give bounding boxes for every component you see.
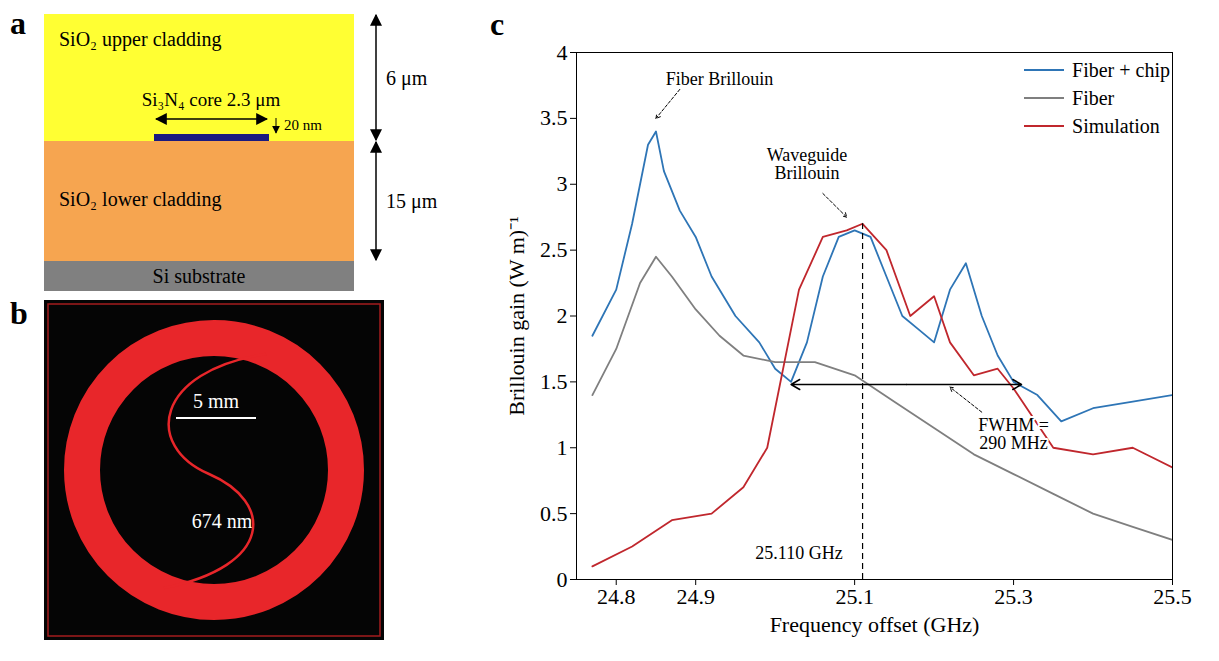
svg-text:Frequency offset (GHz): Frequency offset (GHz): [770, 612, 980, 637]
svg-text:SiO₂ upper cladding: SiO₂ upper cladding: [59, 28, 222, 51]
html-text:c: c: [490, 6, 505, 42]
svg-text:3: 3: [557, 171, 568, 196]
svg-text:0: 0: [557, 567, 568, 592]
html-text:Fiber + chip: Fiber + chip: [1072, 58, 1170, 81]
svg-text:25.3: 25.3: [994, 584, 1033, 609]
svg-text:24.8: 24.8: [597, 584, 636, 609]
svg-text:2: 2: [557, 303, 568, 328]
svg-text:1.5: 1.5: [540, 369, 568, 394]
svg-text:Si₃N₄ core 2.3 μm: Si₃N₄ core 2.3 μm: [142, 89, 281, 110]
html-text:Fiber: Fiber: [1072, 86, 1115, 109]
svg-text:WaveguideBrillouin: WaveguideBrillouin: [767, 145, 848, 183]
svg-text:0.5: 0.5: [540, 501, 568, 526]
svg-text:25.5: 25.5: [1153, 584, 1192, 609]
svg-text:25.1: 25.1: [835, 584, 874, 609]
svg-text:Fiber Brillouin: Fiber Brillouin: [666, 69, 774, 89]
svg-text:Brillouin gain (W m)⁻¹: Brillouin gain (W m)⁻¹: [504, 216, 529, 416]
svg-text:FWHM =290 MHz: FWHM =290 MHz: [978, 415, 1049, 453]
svg-text:25.110 GHz: 25.110 GHz: [755, 543, 842, 563]
svg-text:20 nm: 20 nm: [284, 117, 322, 133]
html-text:Simulation: Simulation: [1072, 114, 1160, 137]
svg-text:5 mm: 5 mm: [193, 390, 240, 412]
svg-text:SiO₂ lower cladding: SiO₂ lower cladding: [59, 188, 222, 211]
svg-text:b: b: [10, 296, 28, 331]
svg-text:a: a: [10, 6, 26, 41]
svg-text:3.5: 3.5: [540, 105, 568, 130]
svg-text:Si substrate: Si substrate: [153, 265, 246, 287]
svg-text:2.5: 2.5: [540, 237, 568, 262]
svg-text:15 μm: 15 μm: [386, 190, 438, 213]
svg-text:4: 4: [557, 40, 568, 65]
svg-text:1: 1: [557, 435, 568, 460]
svg-text:6 μm: 6 μm: [386, 67, 428, 90]
svg-text:674 nm: 674 nm: [192, 510, 253, 532]
svg-text:24.9: 24.9: [676, 584, 715, 609]
